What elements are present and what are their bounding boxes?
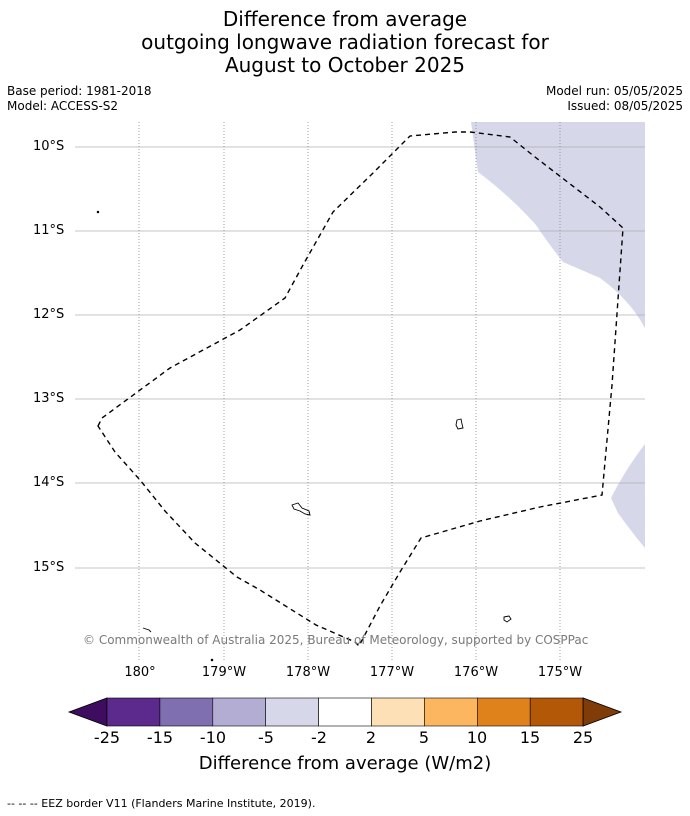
lon-gridlines	[138, 122, 561, 660]
island-dot-south	[210, 658, 214, 662]
model-name: Model: ACCESS-S2	[7, 99, 119, 113]
anomaly-fill-east	[611, 444, 645, 548]
colorbar-tick: -10	[199, 728, 227, 747]
colorbar-tick: -5	[258, 728, 274, 747]
island-swains	[455, 418, 464, 430]
colorbar-segment	[265, 697, 319, 727]
colorbar-tick: 25	[572, 728, 594, 747]
model-run: Model run: 05/05/2025	[545, 84, 683, 98]
colorbar-arrow-right	[582, 697, 623, 727]
eez-border	[97, 131, 624, 648]
lat-label-12s: 12°S	[33, 307, 65, 322]
meta-right: Model run: 05/05/2025 Issued: 08/05/2025	[546, 84, 683, 114]
lat-label-13s: 13°S	[33, 391, 65, 406]
colorbar-segment	[212, 697, 267, 727]
colorbar-tick: 5	[418, 728, 430, 747]
islands	[96, 210, 512, 662]
meta-left: Base period: 1981-2018 Model: ACCESS-S2	[7, 84, 152, 114]
colorbar-label: Difference from average (W/m2)	[198, 753, 492, 774]
issued-date: Issued: 08/05/2025	[567, 99, 683, 113]
anomaly-fill-northeast	[471, 122, 645, 328]
lon-label-179w: 179°W	[201, 665, 247, 680]
lat-label-14s: 14°S	[33, 475, 65, 490]
colorbar-segment	[371, 697, 425, 727]
eez-legend-note: -- -- -- EEZ border V11 (Flanders Marine…	[7, 797, 316, 810]
lon-label-176w: 176°W	[453, 665, 499, 680]
title-line-1: Difference from average	[222, 7, 468, 31]
colorbar-segment	[159, 697, 214, 727]
island-futuna	[142, 627, 152, 633]
colorbar-tick: 15	[519, 728, 541, 747]
title-line-2: outgoing longwave radiation forecast for	[141, 30, 549, 54]
colorbar-tick: -25	[93, 728, 121, 747]
lat-label-11s: 11°S	[33, 223, 65, 238]
lat-label-10s: 10°S	[33, 139, 65, 154]
colorbar-segment	[529, 697, 584, 727]
colorbar-segment	[106, 697, 161, 727]
colorbar	[67, 697, 623, 727]
lon-label-175w: 175°W	[537, 665, 583, 680]
colorbar-tick: -2	[311, 728, 327, 747]
base-period: Base period: 1981-2018	[7, 84, 152, 98]
colorbar-segment	[318, 697, 372, 727]
island-dot-west	[96, 210, 100, 214]
lat-gridlines	[75, 146, 645, 569]
lon-label-178w: 178°W	[285, 665, 331, 680]
island-wallis	[291, 502, 311, 516]
colorbar-segment	[476, 697, 531, 727]
title-line-3: August to October 2025	[224, 53, 466, 77]
island-small-east	[503, 615, 512, 623]
lat-label-15s: 15°S	[33, 560, 65, 575]
colorbar-tick: 2	[365, 728, 377, 747]
colorbar-tick: -15	[146, 728, 174, 747]
lon-label-177w: 177°W	[369, 665, 415, 680]
colorbar-tick: 10	[466, 728, 488, 747]
colorbar-arrow-left	[67, 697, 108, 727]
lon-label-180: 180°	[124, 665, 156, 680]
copyright-notice: © Commonwealth of Australia 2025, Bureau…	[83, 633, 589, 647]
colorbar-segment	[424, 697, 478, 727]
chart-title: Difference from average outgoing longwav…	[0, 8, 690, 77]
